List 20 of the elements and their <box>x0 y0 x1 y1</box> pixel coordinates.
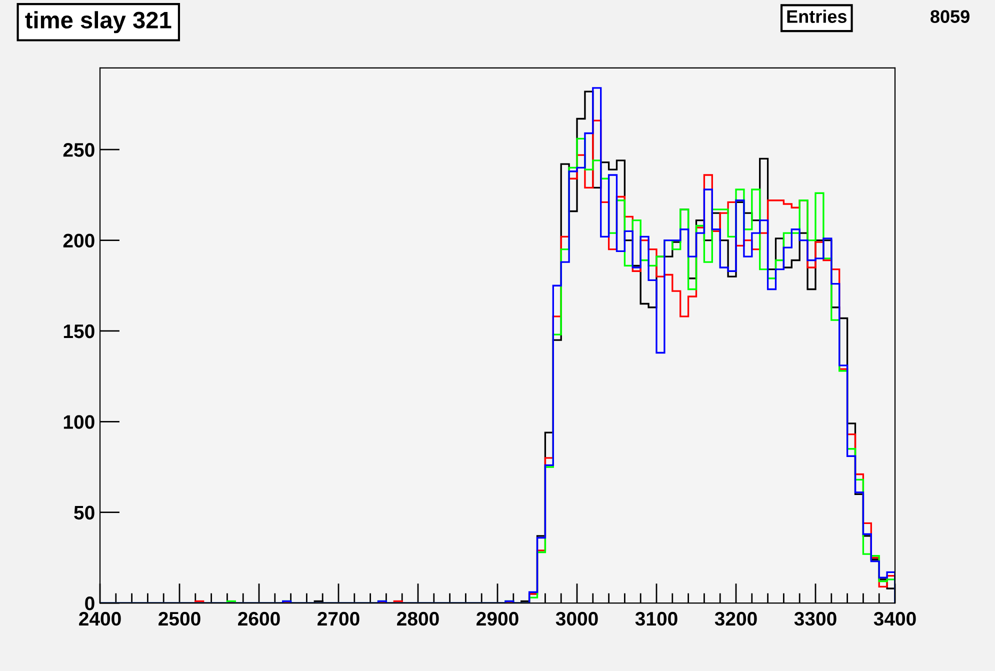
x-tick-label: 2400 <box>79 612 121 626</box>
y-tick-label: 0 <box>85 596 94 610</box>
chart-title: time slay 321 <box>25 11 172 34</box>
text: Entries <box>787 10 847 23</box>
y-tick-label: 250 <box>63 143 94 157</box>
x-tick-label: 3000 <box>556 612 598 626</box>
x-tick-label: 2800 <box>397 612 439 626</box>
x-tick-label: 3100 <box>635 612 678 626</box>
y-tick-label: 50 <box>74 506 94 520</box>
x-tick-label: 2900 <box>476 612 518 626</box>
text: 8059 <box>930 10 970 23</box>
x-tick-label: 2600 <box>238 612 280 626</box>
y-tick-label: 200 <box>63 234 94 248</box>
x-tick-label: 2700 <box>318 612 360 626</box>
x-tick-label: 2500 <box>158 612 200 626</box>
x-tick-label: 3300 <box>794 612 836 626</box>
x-tick-label: 3200 <box>714 612 757 626</box>
y-tick-label: 150 <box>64 324 94 338</box>
x-tick-label: 3400 <box>874 612 916 626</box>
y-tick-label: 100 <box>64 415 94 429</box>
